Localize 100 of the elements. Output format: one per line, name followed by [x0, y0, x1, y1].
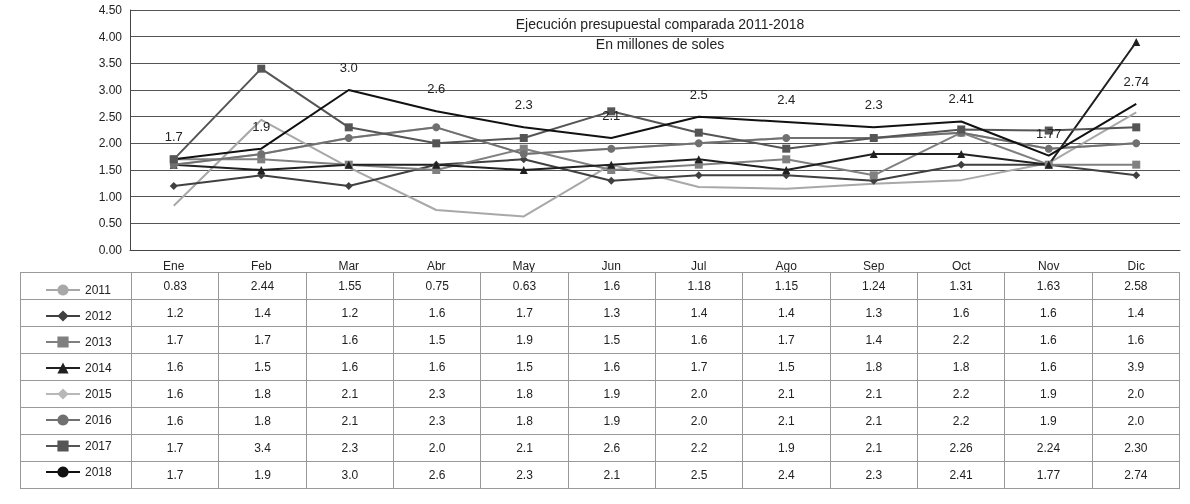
- data-label: 1.77: [1004, 461, 1093, 489]
- legend-label: 2012: [85, 309, 113, 323]
- data-label: 1.7: [131, 326, 219, 354]
- data-label: 2.0: [655, 380, 743, 408]
- data-label: 2.26: [917, 434, 1005, 462]
- data-label: 1.9: [1004, 380, 1093, 408]
- annotation: 2.4: [777, 92, 796, 107]
- data-label: 1.7: [742, 326, 831, 354]
- data-label: 2.1: [480, 434, 569, 462]
- data-label: 1.9: [568, 380, 656, 408]
- x-tick-label: Feb: [250, 259, 272, 273]
- data-label: 2.1: [742, 380, 831, 408]
- data-label: 1.31: [917, 272, 1005, 300]
- data-label: 1.8: [480, 380, 569, 408]
- data-label: 1.6: [131, 380, 219, 408]
- data-label: 1.3: [830, 299, 918, 327]
- data-label: 1.4: [655, 299, 743, 327]
- data-label: 1.3: [568, 299, 656, 327]
- annotation: 1.7: [164, 129, 183, 145]
- data-label: 1.2: [131, 299, 219, 327]
- data-label: 2.3: [830, 461, 918, 489]
- legend-label: 2015: [85, 387, 113, 401]
- annotation: 2.3: [864, 97, 883, 113]
- data-label: 2.1: [830, 407, 918, 435]
- legend-label: 2016: [85, 413, 113, 427]
- data-label: 2.3: [393, 407, 481, 435]
- data-label: 2.6: [393, 461, 481, 489]
- text: En millones de soles: [595, 36, 725, 52]
- data-label: 0.83: [131, 272, 219, 300]
- data-label: 2.41: [917, 461, 1005, 489]
- annotation: 3.0: [339, 60, 358, 75]
- x-tick-label: Nov: [1038, 259, 1060, 273]
- data-label: 1.8: [218, 407, 307, 435]
- x-tick-label: Abr: [426, 259, 446, 273]
- data-label: 2.1: [568, 461, 656, 489]
- data-label: 1.4: [830, 326, 918, 354]
- data-label: 1.7: [218, 326, 307, 354]
- x-tick-label: May: [512, 259, 536, 273]
- data-label: 1.8: [917, 353, 1005, 381]
- data-label: 2.1: [306, 380, 394, 408]
- data-label: 1.8: [830, 353, 918, 381]
- data-label: 1.63: [1004, 272, 1093, 300]
- data-label: 1.9: [742, 434, 831, 462]
- y-tick-label: 1.00: [98, 189, 123, 204]
- data-label: 1.8: [218, 380, 307, 408]
- y-tick-label: 4.50: [98, 3, 123, 17]
- data-label: 1.6: [306, 326, 394, 354]
- data-label: 2.30: [1092, 434, 1180, 462]
- data-label: 1.9: [480, 326, 569, 354]
- x-tick-label: Ene: [163, 259, 185, 273]
- data-label: 1.9: [1004, 407, 1093, 435]
- data-label: 1.24: [830, 272, 918, 300]
- data-label: 2.5: [655, 461, 743, 489]
- data-label: 1.4: [1092, 299, 1180, 327]
- annotation: 1.9: [252, 118, 271, 134]
- y-tick-label: 0.50: [98, 216, 123, 231]
- y-tick-label: 1.50: [98, 163, 123, 177]
- data-label: 1.5: [568, 326, 656, 354]
- data-label: 2.3: [393, 380, 481, 408]
- data-label: 2.44: [218, 272, 307, 300]
- data-label: 2.1: [830, 380, 918, 408]
- y-tick-label: 4.00: [98, 29, 123, 44]
- data-label: 2.0: [1092, 407, 1180, 435]
- data-label: 2.0: [393, 434, 481, 462]
- data-label: 1.9: [218, 461, 307, 489]
- data-label: 1.2: [306, 299, 394, 327]
- y-tick-label: 0.00: [98, 243, 123, 257]
- x-tick-label: Oct: [951, 259, 972, 273]
- data-label: 1.4: [742, 299, 831, 327]
- y-tick-label: 2.50: [98, 109, 123, 124]
- x-tick-label: Mar: [338, 259, 360, 273]
- x-tick-label: Jun: [601, 259, 621, 273]
- data-label: 3.4: [218, 434, 307, 462]
- data-label: 2.74: [1092, 461, 1180, 489]
- data-label: 3.9: [1092, 353, 1180, 381]
- data-label: 1.9: [568, 407, 656, 435]
- data-label: 1.7: [131, 434, 219, 462]
- data-label: 1.8: [480, 407, 569, 435]
- data-label: 1.5: [218, 353, 307, 381]
- data-label: 1.6: [1092, 326, 1180, 354]
- annotation: 2.3: [514, 97, 533, 113]
- legend-label: 2018: [85, 465, 113, 479]
- chart-title: Ejecución presupuestal comparada 2011-2018: [515, 16, 805, 32]
- data-label: 2.3: [306, 434, 394, 462]
- data-label: 1.55: [306, 272, 394, 300]
- data-label: 2.2: [655, 434, 743, 462]
- data-label: 1.6: [131, 407, 219, 435]
- legend-label: 2014: [85, 361, 113, 375]
- data-label: 1.6: [1004, 299, 1093, 327]
- data-label: 0.75: [393, 272, 481, 300]
- data-label: 1.7: [131, 461, 219, 489]
- data-label: 0.63: [480, 272, 569, 300]
- data-label: 1.6: [306, 353, 394, 381]
- data-label: 1.5: [393, 326, 481, 354]
- data-label: 2.1: [742, 407, 831, 435]
- x-tick-label: Sep: [863, 259, 885, 273]
- data-label: 1.5: [742, 353, 831, 381]
- x-tick-label: Dic: [1127, 259, 1145, 273]
- data-label: 1.6: [655, 326, 743, 354]
- legend-label: 2017: [85, 439, 113, 453]
